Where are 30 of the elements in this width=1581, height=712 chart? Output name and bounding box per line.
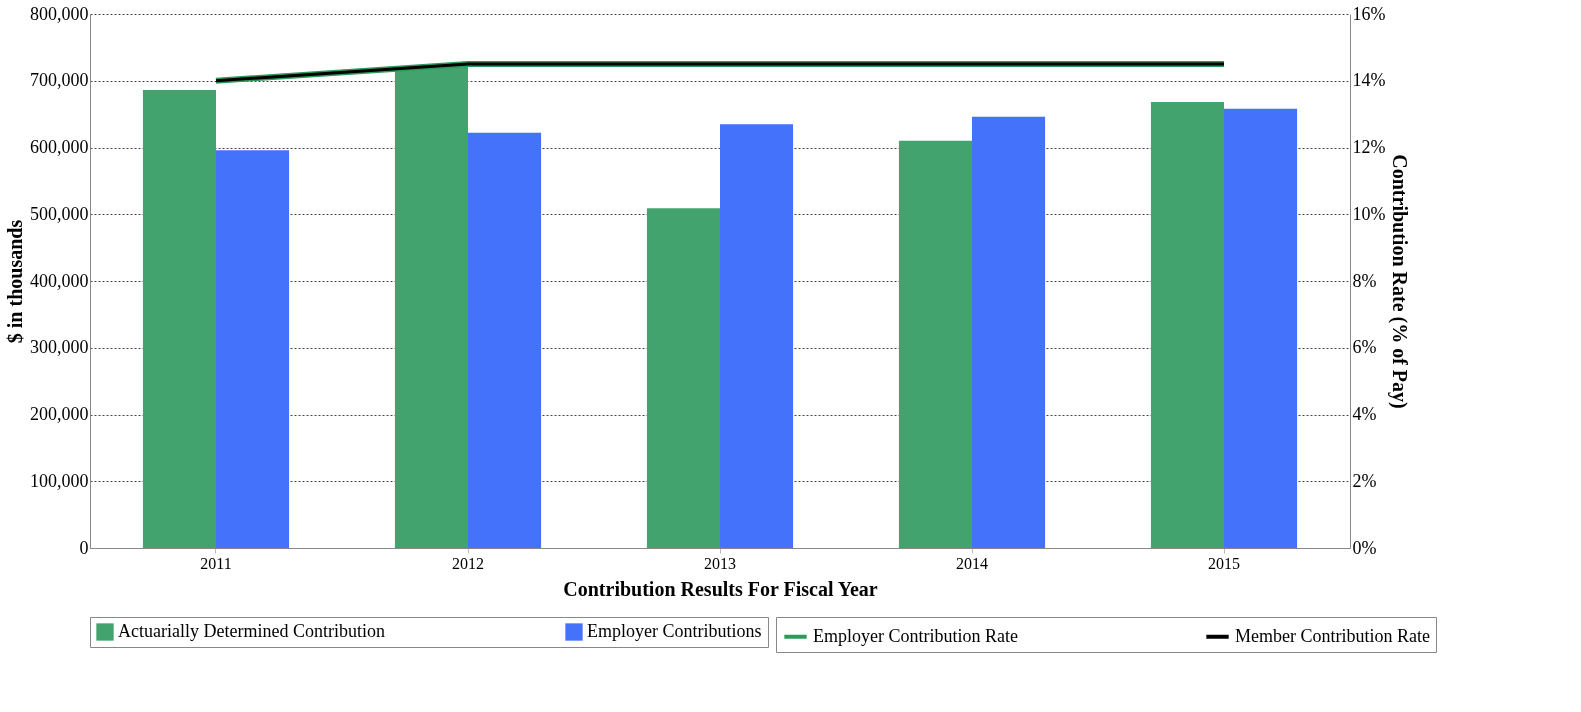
y2-tick-label: 14% [1352,70,1386,91]
x-tick-label: 2011 [200,554,232,572]
y2-axis-title: Contribution Rate (% of Pay) [1388,154,1412,409]
y-tick-label: 600,000 [30,137,89,157]
y-tick-label: 100,000 [30,470,89,491]
y-tick-label: 800,000 [30,3,89,24]
y2-tick-label: 0% [1352,537,1377,558]
legend-label: Employer Contribution Rate [813,625,1018,646]
x-axis-title: Contribution Results For Fiscal Year [563,577,878,600]
y2-tick-label: 12% [1352,137,1386,157]
x-tick-label: 2013 [704,554,736,572]
legend-label: Employer Contributions [587,621,762,641]
legend-label: Actuarially Determined Contribution [118,621,385,641]
y-tick-label: 200,000 [30,404,89,424]
y2-tick-label: 4% [1352,404,1377,424]
x-tick-label: 2012 [452,554,484,572]
y2-tick-label: 6% [1352,337,1377,358]
x-tick-label: 2015 [1208,554,1240,572]
x-tick-label: 2014 [956,554,988,572]
y2-tick-label: 10% [1352,203,1386,224]
y2-tick-label: 16% [1352,3,1386,24]
legend-label: Member Contribution Rate [1235,625,1430,646]
y-axis-title: $ in thousands [4,219,26,344]
y2-tick-label: 2% [1352,470,1377,491]
y-tick-label: 500,000 [30,203,89,224]
y-tick-label: 0 [79,537,89,558]
y-tick-label: 700,000 [30,70,89,91]
y2-tick-label: 8% [1352,270,1377,291]
y-tick-label: 400,000 [30,270,89,291]
y-tick-label: 300,000 [30,337,89,358]
